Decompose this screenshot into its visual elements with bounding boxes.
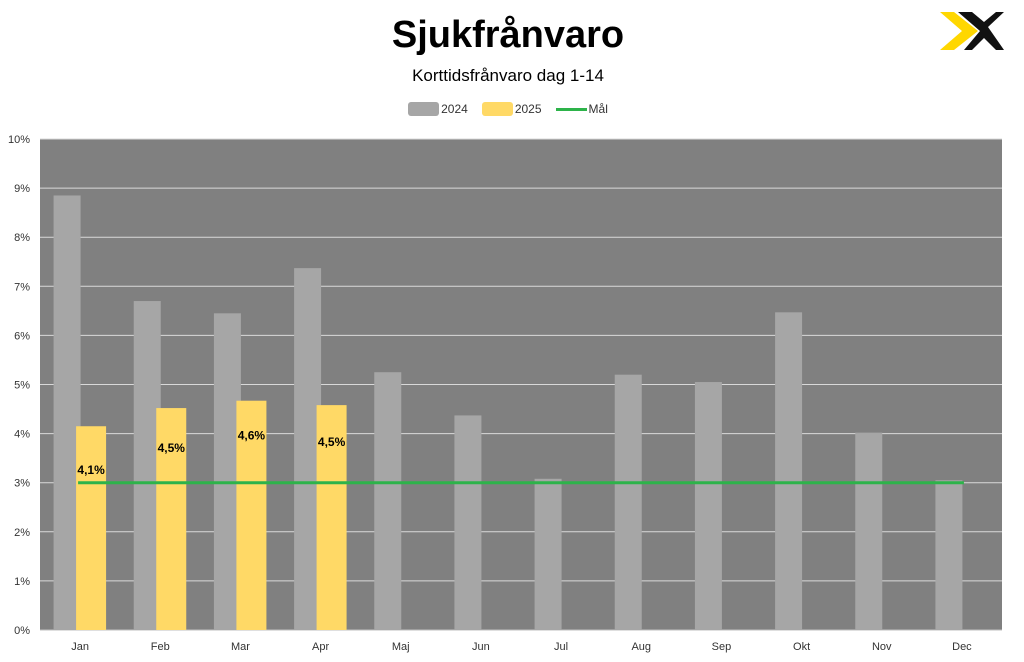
legend-item-2024: 2024 [408,102,468,116]
y-tick-label: 6% [14,330,30,342]
legend-label-2025: 2025 [514,102,542,116]
chart-subtitle: Korttidsfrånvaro dag 1-14 [412,66,604,85]
company-logo [940,12,1004,50]
y-tick-label: 3% [14,478,30,490]
bar-2024 [694,382,722,630]
data-label-2025: 4,1% [77,463,105,477]
y-tick-label: 1% [14,576,30,588]
x-tick-label: Dec [952,641,972,653]
data-label-2025: 4,5% [158,441,186,455]
x-tick-label: Okt [793,641,810,653]
x-tick-label: Maj [392,641,410,653]
bar-2025 [76,426,107,630]
bar-2024 [534,478,562,630]
chart-title: Sjukfrånvaro [391,14,625,56]
chart-legend: 2024 2025 Mål [0,102,1016,116]
y-tick-label: 10% [8,134,30,146]
y-tick-label: 0% [14,625,30,637]
x-tick-label: Feb [151,641,170,653]
y-tick-label: 5% [14,380,30,392]
bar-2025 [156,408,187,630]
x-tick-label: Sep [712,641,732,653]
legend-label-mal: Mål [588,102,608,116]
x-tick-label: Jun [472,641,490,653]
x-tick-label: Jan [71,641,89,653]
y-tick-label: 2% [14,527,30,539]
bar-2024 [53,195,81,630]
logo-yellow-shape [940,12,978,50]
logo-black-shape [958,12,1004,50]
y-tick-label: 9% [14,183,30,195]
bar-2024 [935,480,963,630]
bar-2025 [236,400,267,630]
x-tick-label: Jul [554,641,568,653]
data-label-2025: 4,5% [318,435,346,449]
y-tick-label: 7% [14,281,30,293]
legend-item-2025: 2025 [481,102,542,116]
legend-swatch-mal [555,107,587,111]
bar-2024 [775,312,803,630]
bar-2024 [614,374,642,630]
y-tick-label: 8% [14,232,30,244]
x-tick-label: Aug [631,641,651,653]
data-label-2025: 4,6% [238,429,266,443]
x-tick-label: Apr [312,641,329,653]
legend-swatch-2024 [408,102,440,116]
bar-2025 [316,405,347,630]
x-tick-label: Nov [872,641,892,653]
legend-label-2024: 2024 [441,102,468,116]
bar-2024 [855,432,883,630]
legend-swatch-2025 [481,102,513,116]
y-tick-label: 4% [14,429,30,441]
x-tick-label: Mar [231,641,250,653]
bar-2024 [374,372,402,630]
legend-item-mal: Mål [555,102,608,116]
bar-2024 [454,415,482,630]
